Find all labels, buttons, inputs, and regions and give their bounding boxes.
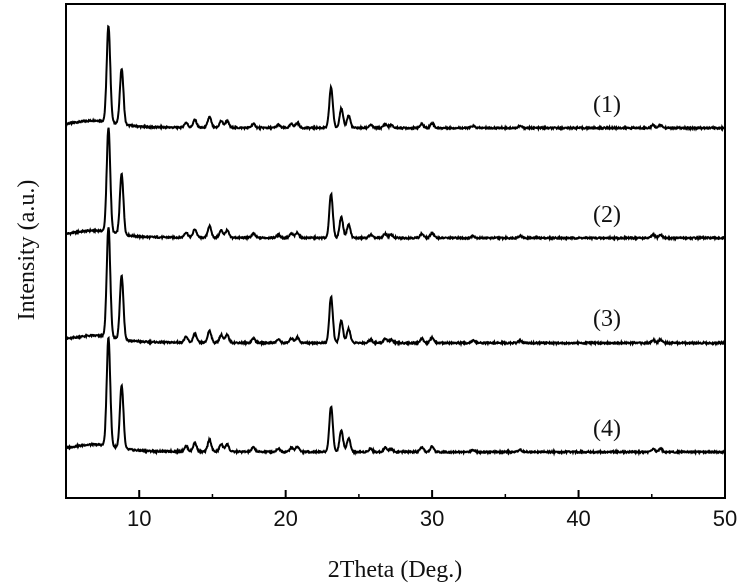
x-tick-label: 50 [713, 506, 737, 531]
plot-frame [65, 3, 726, 499]
xrd-traces [65, 24, 726, 457]
series-label-4: (4) [593, 416, 621, 442]
x-axis-title: 2Theta (Deg.) [328, 557, 463, 583]
xrd-trace-1 [65, 24, 726, 133]
x-axis-ticks: 10 20 30 40 50 [65, 490, 737, 531]
series-label-1: (1) [593, 92, 621, 118]
x-tick-label: 40 [566, 506, 590, 531]
y-axis-title: Intensity (a.u.) [14, 180, 40, 321]
x-tick-label: 20 [273, 506, 297, 531]
x-tick-label: 10 [127, 506, 151, 531]
x-tick-label: 30 [420, 506, 444, 531]
series-labels: (1) (2) (3) (4) [593, 92, 621, 442]
xrd-trace-4 [65, 335, 725, 457]
series-label-2: (2) [593, 202, 621, 228]
series-label-3: (3) [593, 306, 621, 332]
xrd-trace-2 [65, 127, 726, 242]
xrd-trace-3 [65, 227, 726, 348]
